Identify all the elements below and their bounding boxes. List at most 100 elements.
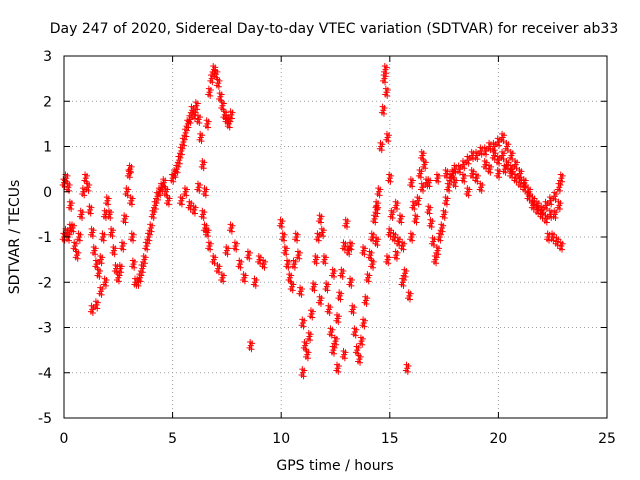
data-point	[139, 269, 146, 276]
data-point	[551, 207, 558, 214]
data-point	[344, 224, 351, 231]
data-point	[425, 203, 432, 210]
data-point	[128, 201, 135, 208]
grid-lines	[64, 56, 607, 418]
data-point	[442, 167, 449, 174]
y-axis-label: SDTVAR / TECUs	[7, 180, 23, 295]
data-point	[431, 253, 438, 260]
data-point	[559, 246, 566, 253]
data-point	[123, 185, 130, 192]
data-point	[294, 248, 301, 255]
data-point	[557, 239, 564, 246]
data-point	[503, 139, 510, 146]
data-point	[201, 221, 208, 228]
data-point	[138, 262, 145, 269]
data-point	[361, 323, 368, 330]
data-point	[172, 174, 179, 181]
data-point	[88, 302, 95, 309]
data-point	[227, 221, 234, 228]
data-point	[465, 160, 472, 167]
data-point	[177, 144, 184, 151]
data-point	[86, 203, 93, 210]
data-point	[422, 165, 429, 172]
data-point	[499, 148, 506, 155]
data-point	[385, 138, 392, 145]
data-point	[102, 282, 109, 289]
data-point	[382, 85, 389, 92]
data-point	[77, 207, 84, 214]
data-point	[68, 228, 75, 235]
data-point	[146, 237, 153, 244]
data-point	[205, 233, 212, 240]
data-point	[427, 216, 434, 223]
data-point	[195, 180, 202, 187]
data-point	[299, 366, 306, 373]
data-point	[79, 214, 86, 221]
data-point	[297, 284, 304, 291]
data-point	[448, 178, 455, 185]
data-point	[209, 79, 216, 86]
data-point	[338, 266, 345, 273]
data-point	[89, 233, 96, 240]
data-point	[200, 214, 207, 221]
data-point	[509, 156, 516, 163]
data-point	[231, 239, 238, 246]
data-point	[326, 310, 333, 317]
data-point	[126, 174, 133, 181]
data-point	[474, 156, 481, 163]
data-point	[412, 212, 419, 219]
data-point	[500, 138, 507, 145]
data-point	[347, 275, 354, 282]
data-point	[386, 225, 393, 232]
data-point	[415, 201, 422, 208]
data-point	[292, 230, 299, 237]
data-point	[207, 92, 214, 99]
data-point	[233, 246, 240, 253]
data-point	[542, 198, 549, 205]
data-point	[228, 228, 235, 235]
y-tick-label: 1	[43, 140, 52, 156]
data-point	[215, 269, 222, 276]
data-point	[252, 282, 259, 289]
data-point	[179, 135, 186, 142]
data-point	[426, 183, 433, 190]
data-point	[320, 253, 327, 260]
data-point	[301, 338, 308, 345]
data-point	[236, 257, 243, 264]
data-point	[185, 124, 192, 131]
data-point	[155, 196, 162, 203]
data-point	[360, 243, 367, 250]
data-point	[285, 264, 292, 271]
data-point	[346, 251, 353, 258]
data-point	[349, 302, 356, 309]
data-point	[142, 239, 149, 246]
data-point	[473, 171, 480, 178]
data-point	[405, 289, 412, 296]
data-point	[555, 198, 562, 205]
data-point	[516, 167, 523, 174]
data-point	[135, 282, 142, 289]
data-point	[164, 194, 171, 201]
data-point	[320, 233, 327, 240]
data-point	[128, 230, 135, 237]
data-point	[446, 187, 453, 194]
data-point	[195, 112, 202, 119]
data-point	[409, 183, 416, 190]
data-point	[218, 99, 225, 106]
data-point	[87, 210, 94, 217]
data-point	[181, 142, 188, 149]
data-point	[305, 329, 312, 336]
data-point	[436, 230, 443, 237]
data-point	[211, 260, 218, 267]
data-point	[437, 237, 444, 244]
data-point	[368, 257, 375, 264]
data-point	[556, 205, 563, 212]
data-point	[403, 361, 410, 368]
data-point	[554, 242, 561, 249]
data-point	[418, 148, 425, 155]
data-point	[516, 176, 523, 183]
data-point	[556, 187, 563, 194]
data-point	[314, 230, 321, 237]
data-point	[363, 300, 370, 307]
